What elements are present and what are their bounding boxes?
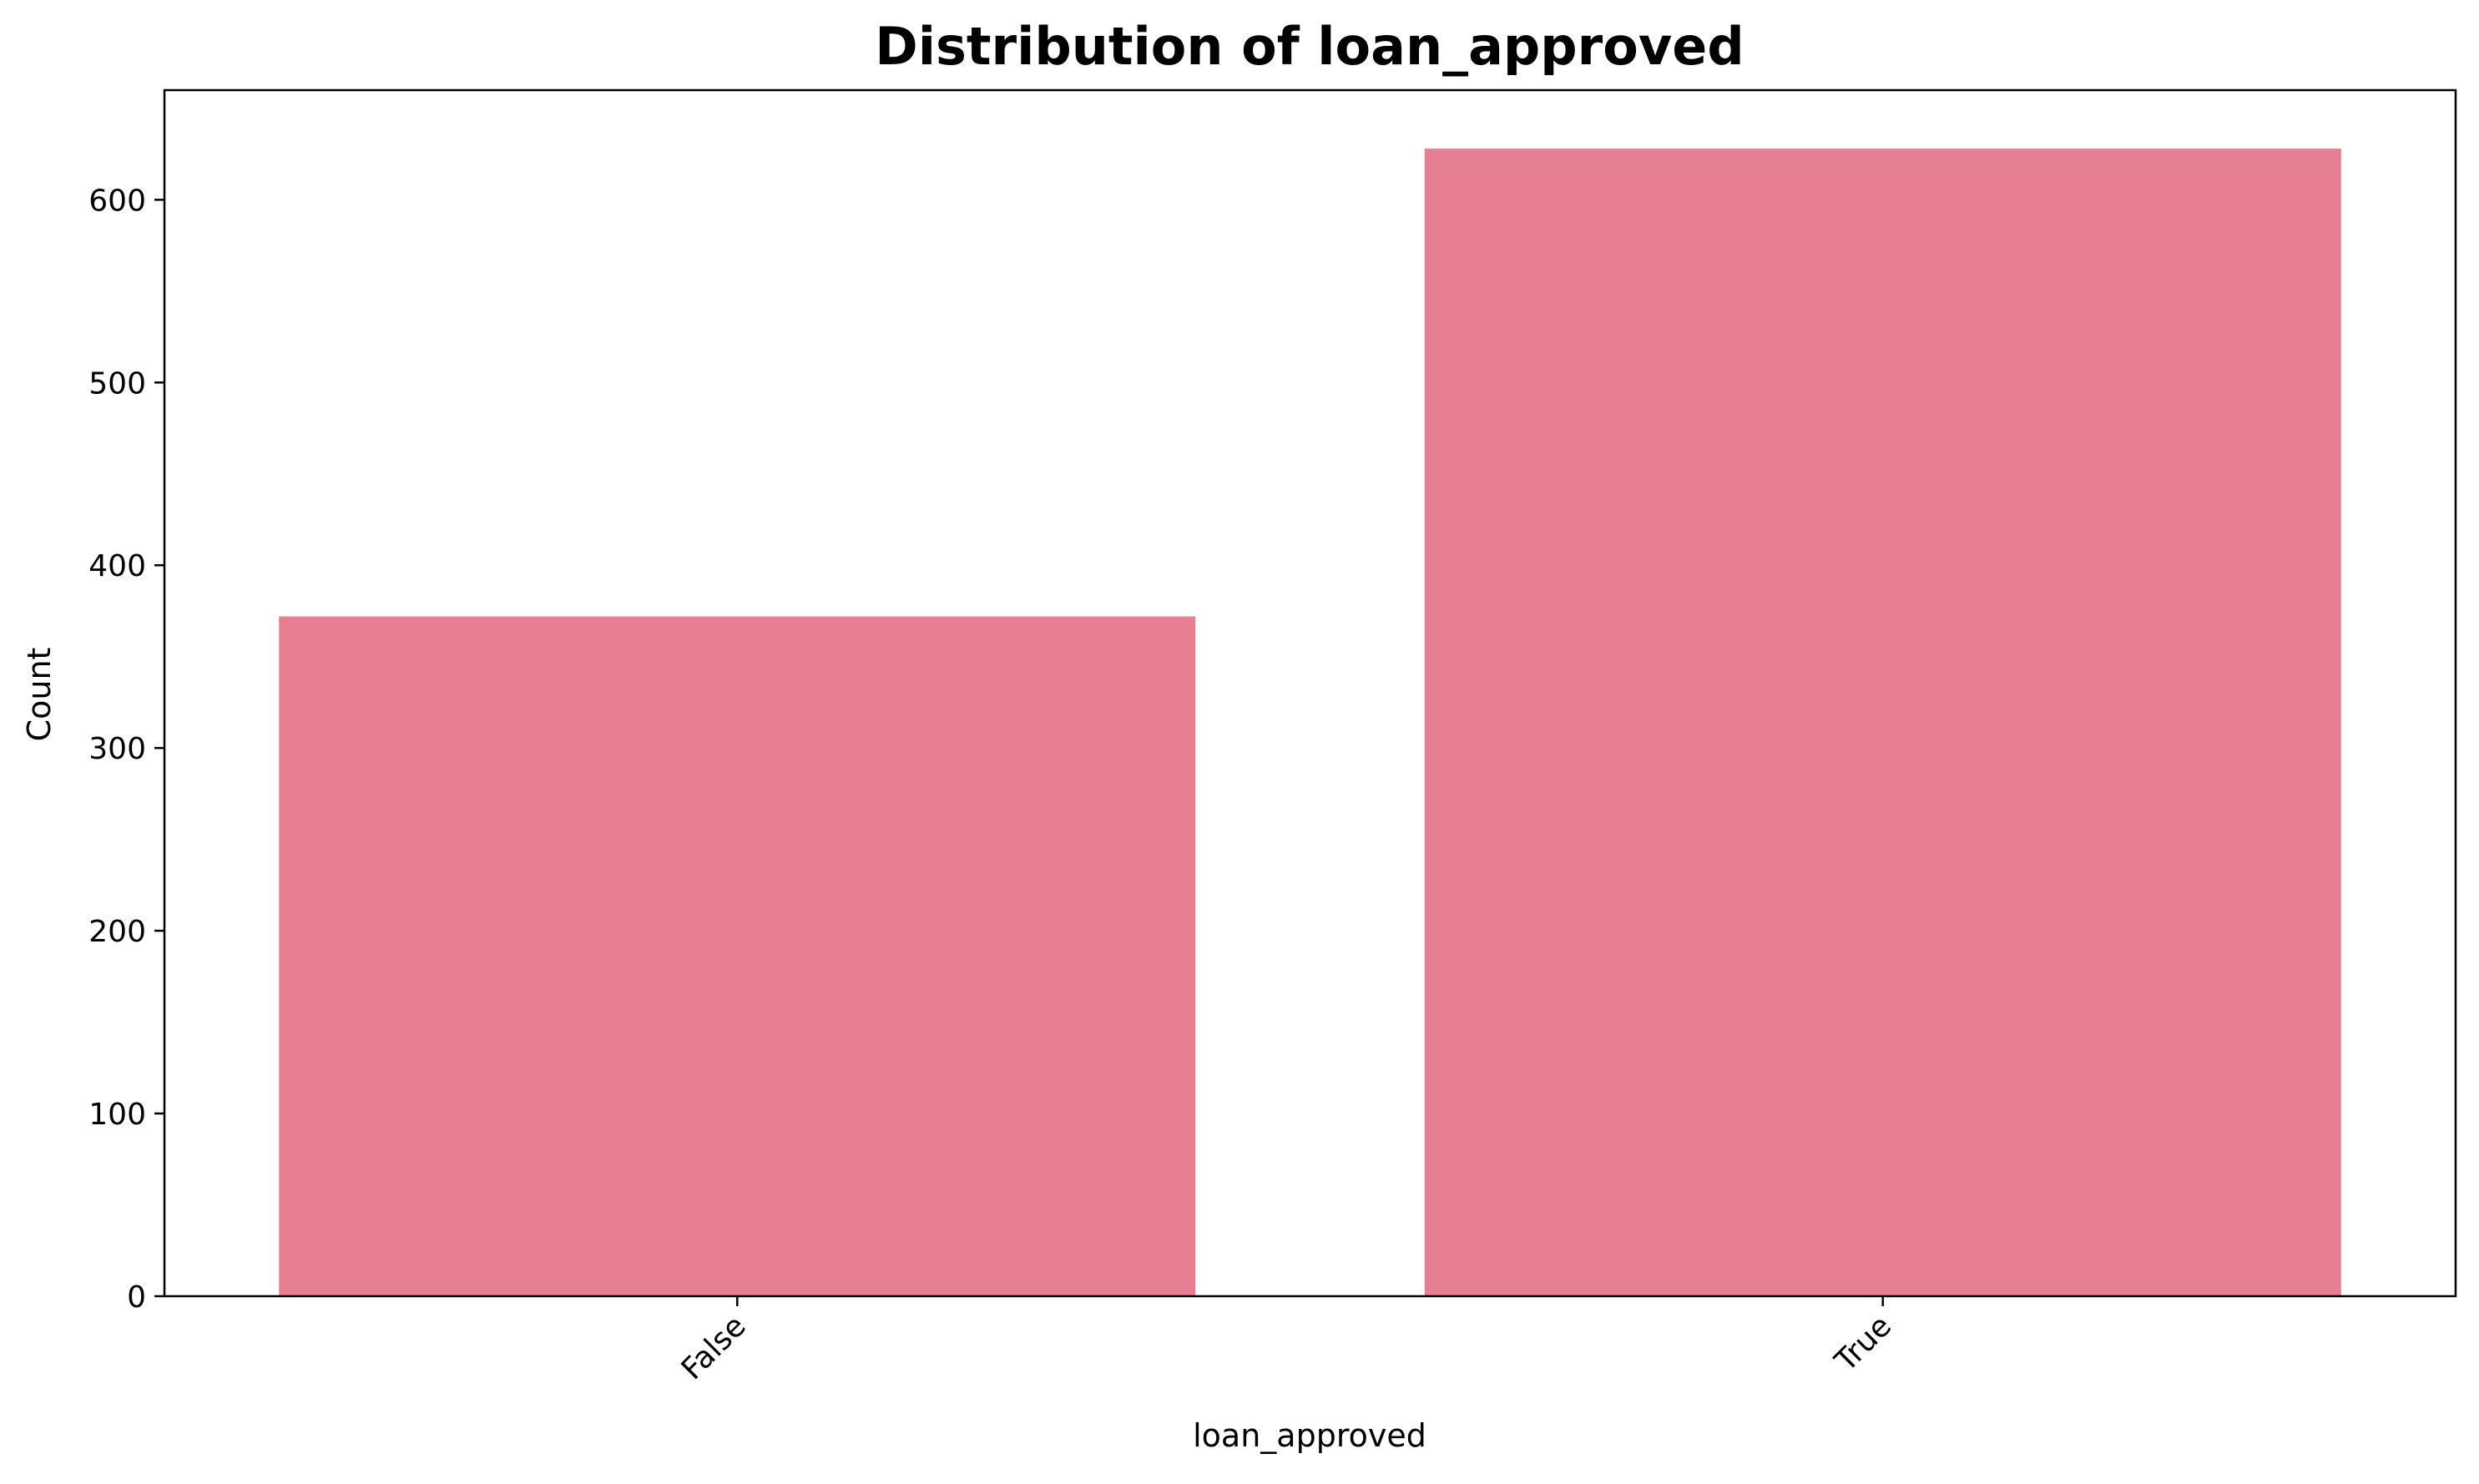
bar-false	[279, 616, 1196, 1296]
y-tick-label: 500	[88, 366, 146, 401]
y-tick-label: 200	[88, 915, 146, 949]
x-tick-label: True	[1828, 1309, 1898, 1379]
plot-frame	[163, 88, 2457, 1298]
bar-true	[1424, 149, 2341, 1297]
x-tick-label: False	[675, 1309, 753, 1386]
chart-title: Distribution of loan_approved	[875, 16, 1744, 77]
y-tick-label: 100	[88, 1098, 146, 1132]
y-tick-label: 300	[88, 732, 146, 766]
y-tick-label: 600	[88, 184, 146, 218]
x-axis-label: loan_approved	[1193, 1417, 1426, 1454]
y-axis-ticks: 0 100 200 300 400 500 600	[88, 184, 164, 1315]
y-tick-label: 400	[88, 549, 146, 583]
bars-layer	[279, 149, 2341, 1297]
y-axis-label: Count	[21, 648, 58, 742]
y-tick-label: 0	[127, 1280, 146, 1315]
x-axis-ticks: False True	[675, 1296, 1898, 1386]
